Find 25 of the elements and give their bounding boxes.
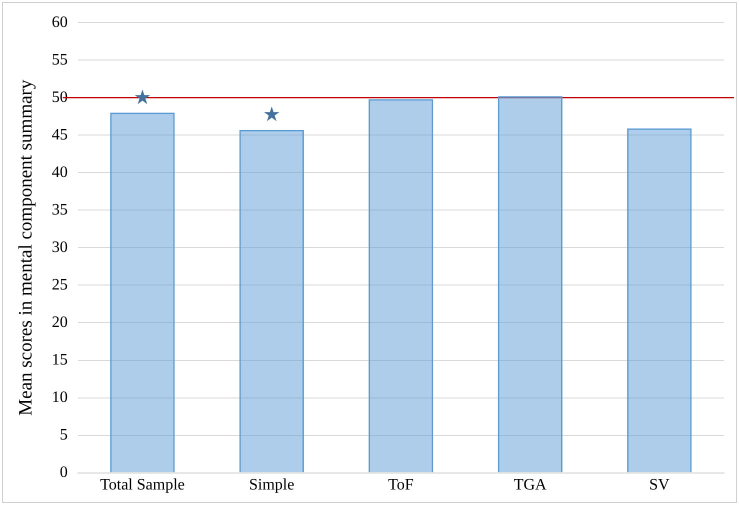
- y-tick-label: 0: [60, 464, 68, 482]
- y-tick-label: 15: [52, 351, 68, 368]
- annotation: ★: [262, 102, 281, 126]
- x-tick-label: Total Sample: [100, 476, 185, 494]
- bar: [239, 130, 304, 472]
- y-tick-label: 40: [52, 164, 68, 181]
- y-tick-label: 60: [52, 14, 68, 31]
- y-tick-label: 5: [60, 426, 68, 444]
- x-tick-label: ToF: [388, 476, 414, 494]
- y-tick-label: 55: [52, 51, 68, 68]
- y-tick-label: 10: [52, 388, 68, 406]
- bar: [110, 112, 175, 472]
- y-tick-label: 25: [52, 276, 68, 294]
- y-tick-label: 50: [52, 88, 68, 106]
- bar: [498, 96, 562, 472]
- x-tick-label: TGA: [514, 476, 548, 494]
- x-tick-label: SV: [649, 476, 670, 494]
- y-tick-label: 45: [52, 126, 68, 144]
- y-tick-label: 35: [52, 201, 68, 218]
- x-tick-label: Simple: [248, 476, 294, 494]
- y-tick-label: 20: [52, 314, 68, 331]
- y-tick-label: 30: [52, 238, 68, 256]
- y-axis-title: Mean scores in mental component summary: [15, 79, 36, 416]
- bar: [627, 128, 692, 472]
- bar: [368, 99, 434, 472]
